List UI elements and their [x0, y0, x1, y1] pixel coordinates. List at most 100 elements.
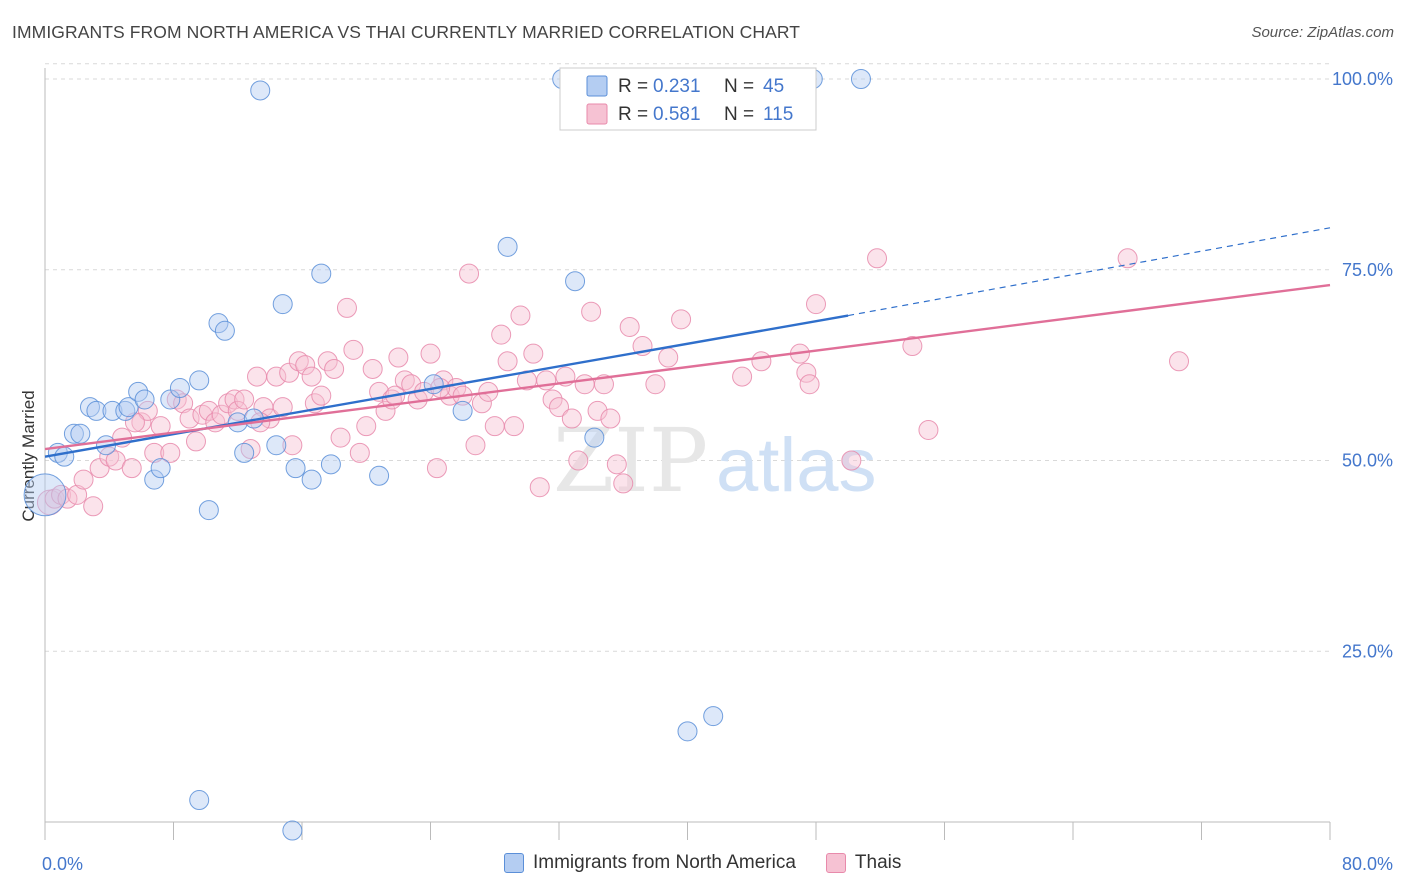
data-point-thais [671, 309, 692, 330]
data-point-immigrants [301, 469, 322, 490]
data-point-immigrants [703, 706, 724, 727]
data-point-thais [266, 366, 287, 387]
data-point-immigrants [79, 397, 100, 418]
axis-layer: 100.0% 75.0% 50.0% 25.0% 0.0% 80.0% Currently … [19, 68, 1393, 874]
data-point-thais [343, 339, 364, 360]
data-point-thais [491, 324, 512, 345]
legend-n-label: N = [724, 76, 754, 97]
data-point-thais [561, 408, 582, 429]
data-point-thais [497, 351, 518, 372]
data-point-immigrants [189, 370, 210, 391]
data-point-thais [99, 446, 120, 467]
data-point-thais [600, 408, 621, 429]
data-point-thais [459, 263, 480, 284]
data-point-thais [137, 400, 158, 421]
data-point-immigrants [565, 271, 586, 292]
trend-extension-immigrants [848, 227, 1331, 317]
data-point-thais [131, 412, 152, 433]
data-point-thais [121, 458, 142, 479]
data-point-thais [796, 362, 817, 383]
chart-title: IMMIGRANTS FROM NORTH AMERICA VS THAI CU… [12, 22, 801, 42]
data-point-thais [295, 355, 316, 376]
data-point-immigrants [144, 469, 165, 490]
legend-r-value: 0.581 [653, 104, 701, 125]
data-point-thais [619, 316, 640, 337]
data-point-thais [549, 397, 569, 418]
data-point-immigrants [189, 790, 210, 811]
data-point-thais [902, 336, 923, 357]
data-point-thais [234, 389, 255, 410]
data-point-thais [173, 393, 194, 414]
data-point-thais [198, 400, 219, 421]
y-axis-label: Currently Married [19, 390, 38, 521]
data-point-thais [574, 374, 595, 395]
watermark-zip: ZIP [553, 409, 708, 512]
data-point-immigrants [850, 69, 871, 89]
trend-line-thais [44, 283, 1331, 451]
data-point-immigrants [250, 80, 271, 101]
data-point-thais [918, 419, 939, 440]
data-point-immigrants [214, 320, 235, 341]
data-point-thais [841, 450, 862, 471]
legend-item-thais[interactable]: Thais [825, 852, 902, 874]
legend-r-label: R = [618, 76, 648, 97]
data-point-thais [529, 477, 550, 498]
data-point-immigrants [369, 465, 390, 486]
data-point-thais [388, 347, 409, 368]
data-point-thais [799, 374, 820, 395]
legend-n-label: N = [724, 104, 754, 125]
data-point-thais [420, 343, 441, 364]
data-point-thais [73, 469, 94, 490]
data-point-thais [401, 374, 422, 395]
data-point-thais [867, 248, 888, 269]
y-tick-label: 25.0% [1342, 641, 1393, 661]
data-point-thais [272, 397, 293, 418]
data-point-thais [362, 358, 383, 379]
data-point-thais [645, 374, 666, 395]
data-point-immigrants [320, 454, 341, 475]
data-point-thais [806, 294, 826, 315]
data-point-immigrants [198, 500, 219, 521]
data-point-thais [523, 343, 544, 364]
data-point-thais [732, 366, 753, 387]
data-point-thais [568, 450, 589, 471]
data-point-thais [282, 435, 303, 456]
data-point-thais [67, 484, 88, 505]
data-point-thais [349, 442, 370, 463]
data-point-immigrants [134, 389, 155, 410]
data-point-thais [240, 439, 261, 460]
legend-swatch-blue [504, 853, 524, 873]
data-point-thais [324, 358, 345, 379]
data-point-thais [613, 473, 634, 494]
data-point-thais [301, 366, 322, 387]
data-point-immigrants [266, 435, 287, 456]
data-point-immigrants [70, 423, 91, 444]
data-point-immigrants [54, 446, 75, 467]
legend-box: R = 0.231 N = 45 R = 0.581 N = 115 [559, 67, 817, 131]
data-point-immigrants [285, 458, 306, 479]
legend-label-thais: Thais [854, 852, 902, 873]
data-point-thais [465, 435, 486, 456]
watermark-layer: ZIP atlas [553, 409, 877, 512]
data-point-immigrants [423, 374, 444, 395]
data-point-immigrants [23, 473, 67, 517]
data-point-thais [587, 400, 608, 421]
data-point-thais [227, 400, 248, 421]
data-point-immigrants [452, 400, 473, 421]
data-point-thais [426, 458, 447, 479]
data-point-thais [484, 416, 505, 437]
data-point-thais [751, 351, 772, 372]
data-point-thais [160, 442, 181, 463]
legend-n-value: 45 [763, 76, 784, 97]
data-point-immigrants [272, 294, 293, 315]
data-point-thais [658, 347, 679, 368]
legend-item-immigrants[interactable]: Immigrants from North America [504, 852, 796, 874]
data-point-thais [394, 370, 415, 391]
data-point-thais [311, 385, 332, 406]
points-layer [23, 69, 1190, 841]
data-point-immigrants [497, 236, 518, 257]
x-tick-label: 80.0% [1342, 854, 1393, 874]
data-point-thais [510, 305, 531, 326]
data-point-thais [606, 454, 627, 475]
